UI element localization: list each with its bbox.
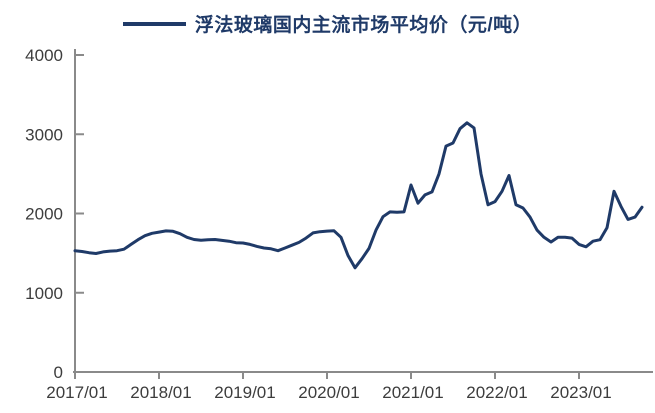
x-tick-label: 2018/01 xyxy=(130,383,191,402)
y-tick-label: 4000 xyxy=(25,46,63,65)
y-tick-label: 1000 xyxy=(25,284,63,303)
legend-line-swatch xyxy=(122,21,186,26)
x-tick-label: 2020/01 xyxy=(298,383,359,402)
y-tick-label: 2000 xyxy=(25,205,63,224)
y-tick-label: 3000 xyxy=(25,125,63,144)
price-series-line xyxy=(73,121,644,270)
x-tick-label: 2019/01 xyxy=(214,383,275,402)
legend-series-label: 浮法玻璃国内主流市场平均价（元/吨） xyxy=(194,15,533,36)
y-tick-label: 0 xyxy=(54,363,63,382)
chart-legend: 浮法玻璃国内主流市场平均价（元/吨） xyxy=(0,10,655,37)
x-tick-label: 2023/01 xyxy=(550,383,611,402)
x-tick-label: 2017/01 xyxy=(46,383,107,402)
x-tick-label: 2021/01 xyxy=(382,383,443,402)
x-tick-label: 2022/01 xyxy=(466,383,527,402)
